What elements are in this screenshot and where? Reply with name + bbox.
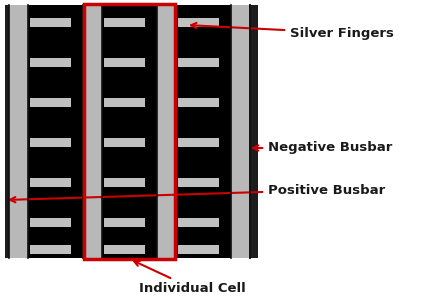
Bar [178,58,219,67]
Bar [30,178,71,187]
Bar [178,245,219,254]
Bar [178,98,219,107]
Text: Negative Busbar: Negative Busbar [253,141,392,155]
Bar [104,18,145,27]
Bar [28,5,83,258]
Bar [5,5,9,258]
Bar [104,58,145,67]
Bar [178,18,219,27]
Text: Silver Fingers: Silver Fingers [191,23,394,39]
Bar [102,5,157,258]
Bar [30,58,71,67]
Bar [104,178,145,187]
Bar [104,138,145,147]
Bar [30,138,71,147]
Bar [30,98,71,107]
Bar [30,245,71,254]
Bar [30,18,71,27]
Bar [178,178,219,187]
Bar [5,5,258,258]
Bar [84,4,175,259]
Bar [178,138,219,147]
Bar [176,5,231,258]
Bar [250,5,258,258]
Text: Individual Cell: Individual Cell [134,261,246,295]
Text: Positive Busbar: Positive Busbar [10,184,385,202]
Bar [104,245,145,254]
Bar [30,218,71,227]
Bar [104,218,145,227]
Bar [104,98,145,107]
Bar [178,218,219,227]
